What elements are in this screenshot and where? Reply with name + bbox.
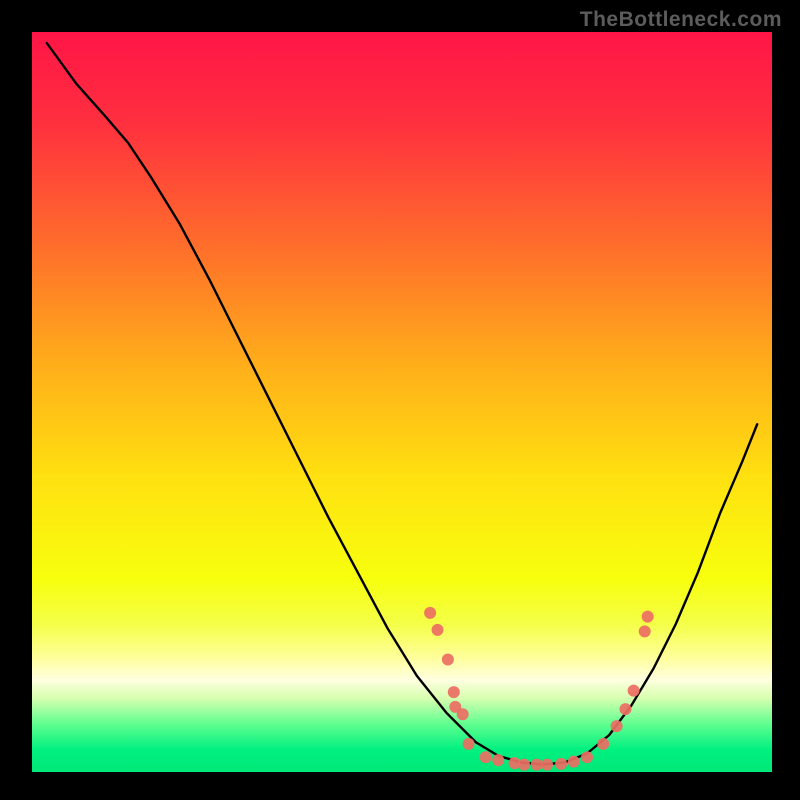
scatter-point (597, 738, 609, 750)
scatter-point (463, 738, 475, 750)
scatter-point (448, 686, 460, 698)
chart-svg (32, 32, 772, 772)
scatter-point (492, 754, 504, 766)
scatter-point (619, 703, 631, 715)
scatter-point (642, 611, 654, 623)
scatter-point (531, 759, 543, 771)
plot-frame (32, 32, 772, 772)
scatter-group (424, 607, 654, 771)
scatter-point (541, 759, 553, 771)
scatter-point (424, 607, 436, 619)
attribution-text: TheBottleneck.com (580, 8, 782, 32)
scatter-point (555, 758, 567, 770)
scatter-point (442, 654, 454, 666)
scatter-point (581, 751, 593, 763)
scatter-point (628, 685, 640, 697)
scatter-point (568, 756, 580, 768)
scatter-point (457, 708, 469, 720)
scatter-point (639, 625, 651, 637)
scatter-point (432, 624, 444, 636)
bottleneck-curve (47, 43, 757, 765)
scatter-point (611, 720, 623, 732)
scatter-point (480, 751, 492, 763)
scatter-point (518, 759, 530, 771)
